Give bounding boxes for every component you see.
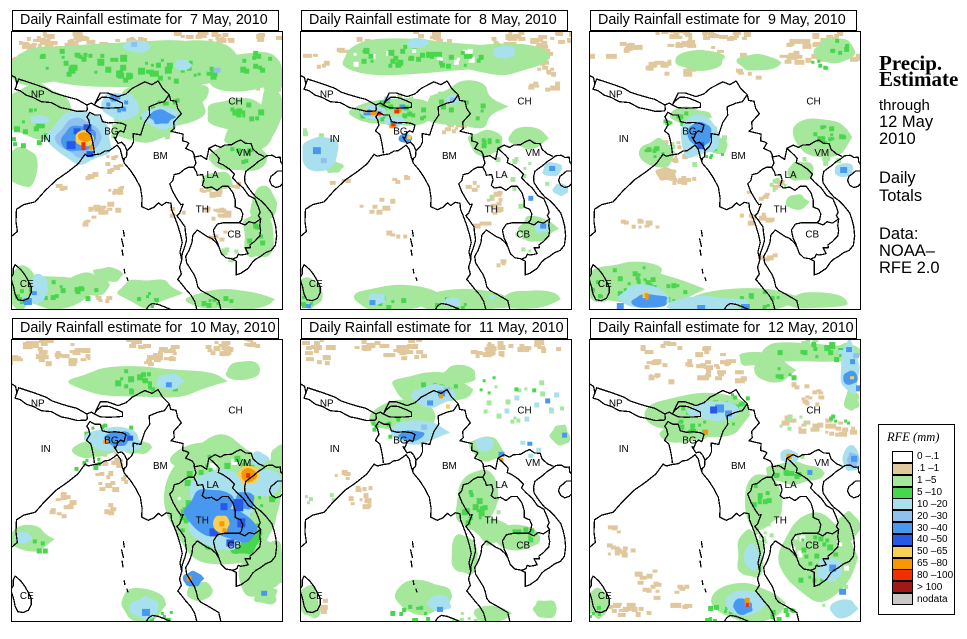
svg-text:BM: BM [153,460,168,471]
svg-text:VM: VM [525,457,540,468]
svg-text:VM: VM [814,457,829,468]
svg-text:CH: CH [517,96,531,107]
svg-text:CH: CH [228,96,242,107]
svg-text:LA: LA [785,479,797,490]
svg-text:IN: IN [41,134,51,145]
svg-text:TH: TH [485,515,498,526]
svg-text:LA: LA [496,169,509,180]
svg-text:TH: TH [774,204,787,215]
svg-text:TH: TH [485,204,498,215]
svg-text:NP: NP [609,89,623,100]
svg-text:IN: IN [330,443,340,454]
svg-text:IN: IN [619,443,629,454]
svg-text:CH: CH [517,405,531,416]
svg-text:BG: BG [393,435,408,446]
svg-text:CE: CE [309,279,323,290]
svg-text:LA: LA [496,479,508,490]
svg-text:NP: NP [31,89,45,100]
svg-text:CB: CB [516,540,530,551]
svg-text:CE: CE [598,279,612,290]
svg-text:BG: BG [682,126,696,137]
svg-text:NP: NP [320,89,334,100]
svg-text:CE: CE [20,279,34,290]
svg-text:CH: CH [228,405,242,416]
svg-text:NP: NP [31,398,45,409]
svg-text:VM: VM [814,148,829,159]
svg-text:TH: TH [196,204,209,215]
svg-text:NP: NP [320,398,334,409]
svg-text:VM: VM [236,457,251,468]
svg-text:IN: IN [41,443,51,454]
svg-text:BM: BM [153,151,168,162]
svg-text:LA: LA [207,169,220,180]
svg-text:IN: IN [619,134,629,145]
svg-text:NP: NP [609,398,623,409]
svg-text:CB: CB [227,540,241,551]
svg-text:BM: BM [442,460,457,471]
svg-text:VM: VM [525,148,540,159]
svg-text:BG: BG [104,435,119,446]
svg-text:CH: CH [806,405,820,416]
svg-text:BM: BM [731,151,746,162]
svg-text:IN: IN [330,134,340,145]
svg-text:BM: BM [731,460,746,471]
svg-text:BG: BG [682,435,697,446]
svg-text:CB: CB [805,229,819,240]
svg-text:TH: TH [774,515,787,526]
svg-text:CE: CE [20,590,34,601]
svg-text:CH: CH [806,96,820,107]
svg-text:CB: CB [805,540,819,551]
svg-text:VM: VM [236,148,251,159]
svg-text:CB: CB [227,229,241,240]
svg-text:BG: BG [104,126,118,137]
svg-text:TH: TH [196,515,209,526]
svg-text:CB: CB [516,229,530,240]
svg-text:BM: BM [442,151,457,162]
svg-text:BG: BG [393,126,407,137]
svg-text:LA: LA [785,169,798,180]
svg-text:CE: CE [309,590,323,601]
svg-text:LA: LA [207,479,219,490]
svg-text:CE: CE [598,590,612,601]
